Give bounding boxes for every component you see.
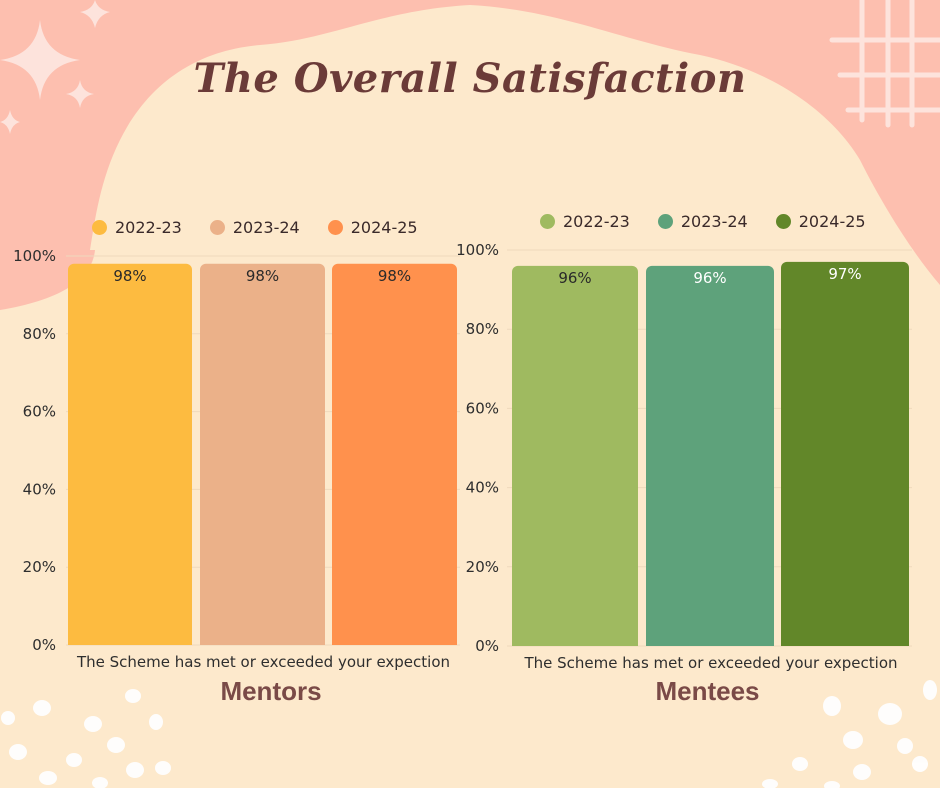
mentors-bar-2023-24 [200, 263, 325, 645]
mentors-bar-base-2022-23 [68, 637, 192, 645]
y-tick-label: 100% [456, 241, 499, 259]
y-tick-label: 60% [23, 403, 56, 421]
y-tick-label: 100% [13, 247, 56, 265]
legend-mentees: 2022-23 2023-24 2024-25 [540, 212, 866, 231]
y-tick-label: 80% [466, 320, 499, 338]
data-label: 98% [113, 267, 146, 285]
y-tick-label: 40% [466, 479, 499, 497]
legend-swatch [775, 214, 791, 229]
legend-item: 2022-23 [92, 218, 182, 237]
data-label: 96% [558, 269, 591, 287]
sparkle-icon [0, 0, 110, 134]
group-label-mentees: Mentees [655, 676, 760, 706]
x-axis-category-label-mentors: The Scheme has met or exceeded your expe… [76, 653, 451, 671]
group-label-mentors: Mentors [220, 676, 322, 706]
x-axis-category-label-mentees: The Scheme has met or exceeded your expe… [524, 654, 898, 672]
mentees-bar-2023-24 [646, 265, 774, 646]
data-label: 98% [378, 267, 411, 285]
legend-label: 2022-23 [563, 212, 630, 231]
mentees-bar-2024-25 [781, 261, 909, 646]
page-title: The Overall Satisfaction [193, 55, 747, 102]
data-label: 96% [693, 269, 726, 287]
legend-label: 2023-24 [680, 212, 748, 231]
dots-pattern-left [1, 689, 171, 788]
mentees-bar-base-2023-24 [646, 638, 774, 646]
y-tick-label: 60% [466, 399, 499, 417]
data-label: 97% [828, 265, 861, 283]
mentors-bar-base-2023-24 [200, 637, 325, 645]
mentors-bar-base-2024-25 [332, 637, 457, 645]
mentees-bar-base-2024-25 [781, 638, 909, 646]
data-label: 98% [246, 267, 279, 285]
y-tick-label: 0% [32, 636, 56, 654]
y-tick-label: 80% [23, 325, 56, 343]
legend-swatch [327, 220, 343, 235]
legend-swatch [92, 220, 107, 235]
legend-item: 2022-23 [540, 212, 630, 231]
y-tick-label: 40% [23, 480, 56, 498]
legend-label: 2022-23 [115, 218, 182, 237]
legend-item: 2023-24 [209, 218, 300, 237]
legend-label: 2024-25 [350, 218, 418, 237]
mentors-bar-2022-23 [68, 263, 192, 645]
y-tick-label: 20% [466, 558, 499, 576]
legend-item: 2023-24 [657, 212, 748, 231]
legend-swatch [209, 220, 225, 235]
legend-label: 2024-25 [798, 212, 866, 231]
legend-swatch [657, 214, 673, 229]
mentees-bar-base-2022-23 [512, 638, 638, 646]
legend-label: 2023-24 [232, 218, 300, 237]
legend-swatch [540, 214, 555, 229]
grid-pattern-icon [829, 0, 940, 128]
legend-item: 2024-25 [775, 212, 866, 231]
mentors-bar-2024-25 [332, 263, 457, 645]
y-tick-label: 20% [23, 558, 56, 576]
y-tick-label: 0% [475, 637, 499, 655]
legend-mentors: 2022-23 2023-24 2024-25 [92, 218, 418, 237]
dots-pattern-right [762, 680, 937, 788]
mentees-bar-2022-23 [512, 265, 638, 646]
legend-item: 2024-25 [327, 218, 418, 237]
